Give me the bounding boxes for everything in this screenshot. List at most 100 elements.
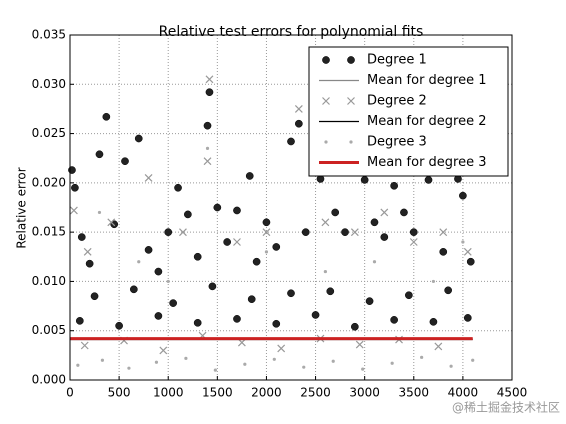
point bbox=[154, 267, 163, 276]
x-tick-label: 1500 bbox=[202, 386, 233, 400]
point bbox=[326, 287, 335, 296]
point bbox=[365, 297, 374, 305]
legend-box bbox=[308, 46, 509, 177]
point bbox=[233, 206, 241, 215]
point bbox=[68, 166, 76, 174]
point bbox=[380, 233, 389, 241]
point bbox=[277, 344, 286, 353]
marker-stroke bbox=[347, 97, 355, 105]
legend-marker bbox=[322, 56, 330, 64]
x-tick-label: 2500 bbox=[300, 386, 331, 400]
x-tick-label: 3000 bbox=[349, 386, 380, 400]
point bbox=[80, 341, 89, 350]
point bbox=[262, 218, 271, 227]
point bbox=[380, 208, 389, 217]
point bbox=[76, 363, 80, 367]
point bbox=[361, 367, 365, 371]
legend-label: Mean for degree 3 bbox=[367, 155, 487, 170]
point bbox=[311, 311, 320, 319]
y-tick-label: 0.015 bbox=[32, 225, 66, 239]
point bbox=[203, 157, 212, 166]
point bbox=[100, 358, 105, 362]
point bbox=[137, 260, 141, 264]
point bbox=[134, 134, 143, 143]
point bbox=[360, 176, 369, 184]
point bbox=[323, 269, 327, 274]
legend-marker bbox=[347, 56, 355, 64]
point bbox=[301, 228, 310, 236]
point bbox=[233, 238, 241, 246]
point bbox=[321, 218, 330, 227]
x-tick-label: 1000 bbox=[153, 386, 184, 400]
point bbox=[71, 183, 79, 192]
legend-label: Mean for degree 2 bbox=[367, 114, 487, 129]
point bbox=[127, 366, 131, 370]
point bbox=[205, 75, 214, 84]
x-tick-label: 2000 bbox=[251, 386, 282, 400]
point bbox=[107, 218, 116, 227]
point bbox=[243, 362, 247, 366]
point bbox=[390, 316, 398, 324]
y-tick-label: 0.035 bbox=[32, 28, 66, 42]
marker-stroke bbox=[144, 174, 153, 182]
marker-stroke bbox=[409, 238, 418, 246]
point bbox=[252, 257, 261, 266]
point bbox=[169, 299, 177, 307]
point bbox=[102, 112, 111, 121]
plot-frame bbox=[69, 34, 513, 381]
point bbox=[287, 289, 295, 298]
x-tick-label: 4500 bbox=[497, 386, 528, 400]
point bbox=[431, 279, 436, 284]
x-tick-label: 0 bbox=[66, 386, 74, 400]
point bbox=[205, 88, 214, 97]
point bbox=[370, 218, 379, 227]
point bbox=[272, 243, 281, 251]
point bbox=[97, 210, 102, 215]
marker-stroke bbox=[350, 228, 359, 237]
legend-label: Mean for degree 1 bbox=[367, 73, 487, 88]
point bbox=[466, 257, 475, 266]
point bbox=[164, 228, 173, 236]
point bbox=[208, 282, 217, 291]
y-tick-label: 0.000 bbox=[32, 373, 66, 387]
marker-stroke bbox=[70, 206, 78, 215]
point bbox=[154, 360, 159, 364]
point bbox=[350, 228, 359, 237]
point bbox=[409, 238, 418, 246]
point bbox=[205, 146, 210, 150]
legend-marker bbox=[322, 97, 330, 105]
marker-stroke bbox=[233, 238, 241, 246]
x-tick-label: 4000 bbox=[448, 386, 479, 400]
point bbox=[471, 358, 475, 362]
marker-stroke bbox=[434, 342, 443, 351]
point bbox=[272, 319, 281, 328]
marker-stroke bbox=[439, 228, 448, 237]
point bbox=[95, 150, 104, 159]
y-tick-label: 0.020 bbox=[32, 175, 66, 189]
y-axis-label: Relative error bbox=[15, 167, 29, 248]
point bbox=[184, 210, 192, 219]
marker-stroke bbox=[322, 97, 330, 105]
point bbox=[83, 247, 92, 256]
marker-stroke bbox=[205, 75, 214, 84]
marker-stroke bbox=[159, 346, 168, 355]
y-tick-label: 0.030 bbox=[32, 77, 66, 91]
legend: Degree 1 Mean for degree 1 Degree 2 Mean fo… bbox=[308, 46, 509, 177]
legend-label: Degree 2 bbox=[367, 94, 427, 109]
y-tick-label: 0.010 bbox=[32, 274, 66, 288]
legend-marker bbox=[349, 140, 353, 144]
marker-stroke bbox=[294, 105, 303, 113]
point bbox=[129, 285, 138, 294]
point bbox=[193, 318, 202, 327]
legend-marker bbox=[347, 97, 355, 105]
point bbox=[264, 250, 269, 254]
point bbox=[154, 312, 163, 320]
point bbox=[237, 338, 246, 347]
point bbox=[247, 295, 256, 304]
point bbox=[444, 286, 453, 295]
x-tick-label: 3500 bbox=[399, 386, 430, 400]
point bbox=[463, 314, 472, 322]
marker-stroke bbox=[203, 157, 212, 166]
point bbox=[90, 292, 99, 301]
